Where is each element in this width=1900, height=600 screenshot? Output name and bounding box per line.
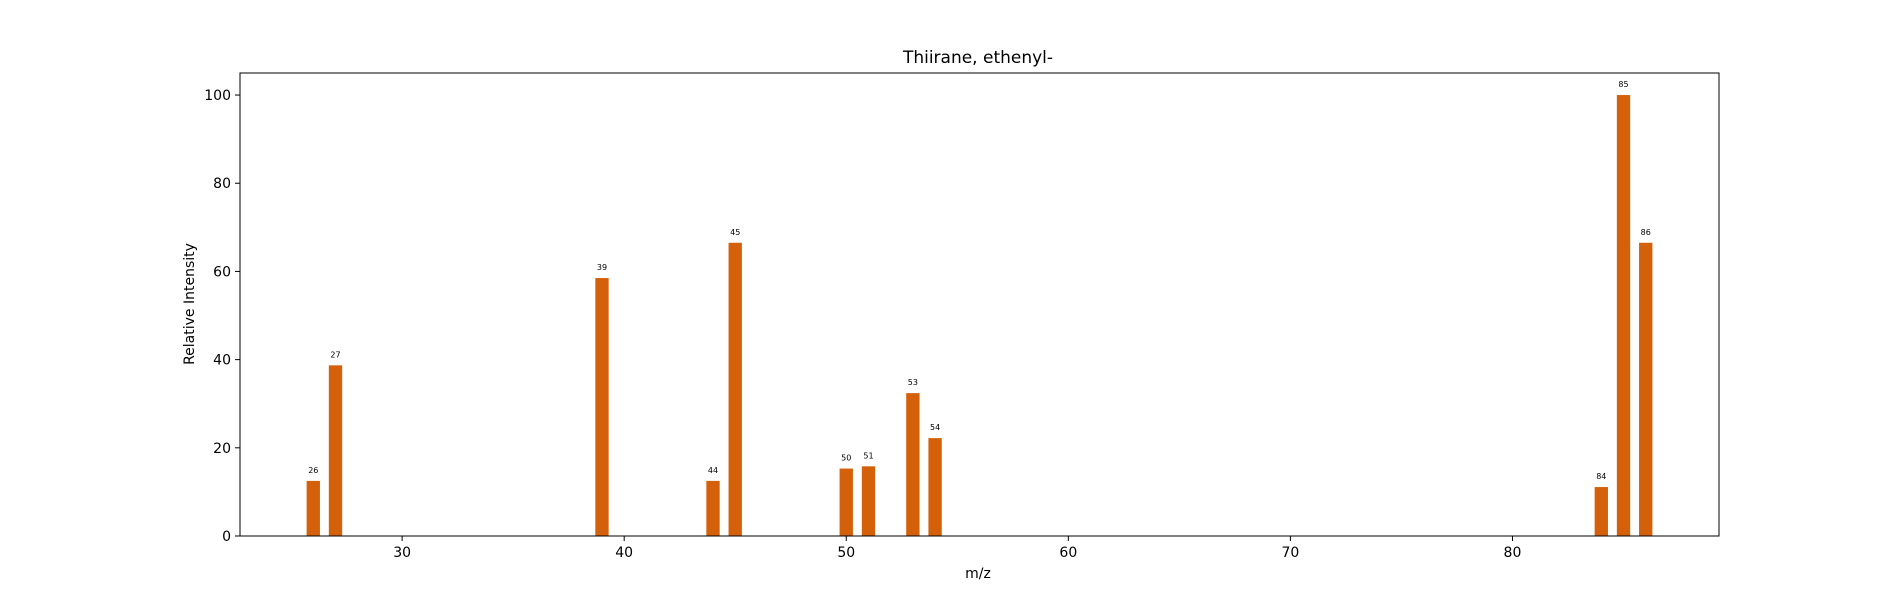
bar-label-mz-54: 54 (930, 423, 940, 432)
bar-label-mz-85: 85 (1618, 80, 1628, 89)
bar-label-mz-26: 26 (308, 466, 318, 475)
bars-group (306, 95, 1653, 537)
bar-labels-group: 26 27 39 44 45 50 51 53 54 84 85 86 (308, 80, 1651, 481)
bar-label-mz-45: 45 (730, 228, 740, 237)
bar-mz-86 (1639, 242, 1653, 536)
y-tick-label: 80 (213, 176, 231, 192)
bar-mz-45 (728, 242, 742, 536)
x-tick-label: 40 (615, 545, 633, 561)
x-tick-label: 80 (1504, 545, 1522, 561)
chart-title: Thiirane, ethenyl- (902, 48, 1053, 68)
y-axis-label: Relative Intensity (182, 243, 198, 365)
x-tick-label: 30 (393, 545, 411, 561)
bar-mz-53 (906, 393, 920, 536)
x-axis-label: m/z (965, 566, 991, 582)
bar-label-mz-86: 86 (1641, 228, 1651, 237)
bar-mz-51 (861, 466, 876, 536)
bar-mz-27 (328, 365, 343, 536)
bar-label-mz-53: 53 (908, 378, 918, 387)
y-tick-label: 40 (213, 353, 231, 369)
bar-mz-26 (306, 480, 320, 536)
y-tick-label: 20 (213, 441, 231, 457)
plot-frame (239, 72, 1720, 537)
x-tick-label: 60 (1059, 545, 1077, 561)
x-tick-label: 70 (1281, 545, 1299, 561)
bar-mz-39 (595, 278, 609, 536)
bar-label-mz-44: 44 (708, 466, 718, 475)
x-axis-ticks: 30 40 50 60 70 80 (393, 536, 1521, 561)
bar-label-mz-50: 50 (841, 454, 851, 463)
y-tick-label: 0 (222, 529, 231, 545)
bar-mz-50 (839, 468, 853, 536)
x-tick-label: 50 (837, 545, 855, 561)
bar-mz-54 (928, 438, 942, 536)
bar-label-mz-27: 27 (330, 350, 340, 359)
y-tick-label: 60 (213, 264, 231, 280)
bar-label-mz-39: 39 (597, 263, 607, 272)
bar-label-mz-84: 84 (1596, 472, 1606, 481)
y-axis-ticks: 0 20 40 60 80 100 (204, 88, 240, 545)
bar-mz-85 (1616, 95, 1631, 537)
bar-mz-84 (1594, 487, 1608, 536)
y-tick-label: 100 (204, 88, 231, 104)
bar-mz-44 (706, 480, 720, 536)
bar-label-mz-51: 51 (863, 451, 873, 460)
